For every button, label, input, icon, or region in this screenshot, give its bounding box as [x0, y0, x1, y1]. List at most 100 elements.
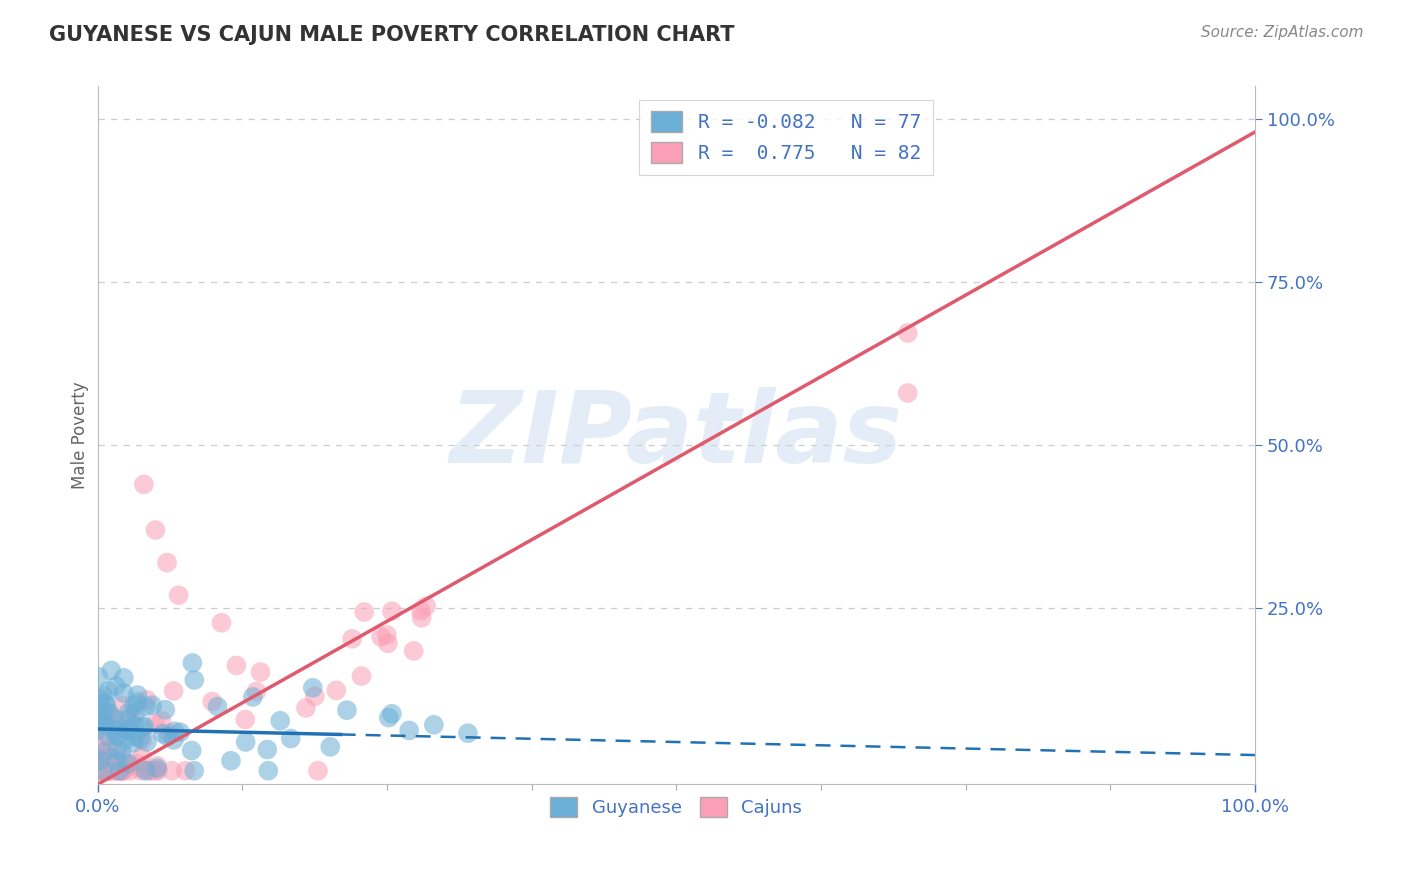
Point [350, 669, 373, 683]
Point [127, 688, 149, 702]
Point [156, 556, 179, 570]
Point [150, 714, 173, 728]
Point [280, 731, 302, 746]
Point [117, 756, 139, 771]
Point [145, 523, 167, 537]
Point [183, 764, 205, 778]
Point [96, 764, 118, 778]
Point [381, 706, 404, 721]
Point [131, 761, 153, 775]
Point [257, 764, 280, 778]
Point [319, 739, 342, 754]
Point [98, 764, 121, 778]
Point [423, 718, 446, 732]
Point [415, 599, 437, 614]
Point [87, 764, 110, 778]
Y-axis label: Male Poverty: Male Poverty [72, 382, 89, 489]
Point [183, 673, 205, 687]
Point [111, 744, 134, 758]
Point [105, 719, 128, 733]
Point [233, 713, 256, 727]
Point [160, 764, 183, 778]
Point [107, 730, 129, 744]
Point [139, 764, 162, 778]
Point [110, 764, 132, 778]
Point [124, 730, 146, 744]
Point [96, 764, 118, 778]
Point [141, 698, 163, 713]
Point [325, 683, 347, 698]
Point [167, 588, 190, 602]
Point [146, 764, 169, 778]
Point [100, 664, 122, 678]
Point [145, 764, 167, 778]
Point [93, 716, 115, 731]
Point [146, 759, 169, 773]
Point [225, 658, 247, 673]
Point [97, 684, 120, 698]
Point [129, 731, 152, 746]
Point [97, 750, 120, 764]
Point [152, 726, 174, 740]
Point [103, 711, 125, 725]
Point [120, 723, 142, 738]
Point [91, 713, 114, 727]
Point [105, 763, 128, 777]
Point [87, 691, 110, 706]
Point [169, 725, 191, 739]
Point [180, 743, 202, 757]
Point [162, 684, 184, 698]
Point [249, 665, 271, 679]
Point [98, 706, 121, 720]
Point [307, 764, 329, 778]
Point [269, 714, 291, 728]
Point [163, 732, 186, 747]
Point [143, 717, 166, 731]
Point [87, 764, 110, 778]
Point [87, 670, 110, 684]
Point [87, 709, 110, 723]
Point [156, 730, 179, 744]
Point [97, 729, 120, 743]
Point [112, 671, 135, 685]
Point [91, 753, 114, 767]
Point [87, 712, 110, 726]
Point [131, 749, 153, 764]
Point [242, 690, 264, 704]
Point [91, 704, 114, 718]
Point [97, 729, 120, 743]
Point [398, 723, 420, 738]
Point [101, 764, 124, 778]
Point [235, 735, 257, 749]
Point [98, 706, 121, 721]
Point [117, 706, 139, 720]
Point [117, 723, 139, 737]
Point [245, 684, 267, 698]
Point [93, 744, 115, 758]
Point [105, 754, 128, 768]
Point [207, 699, 229, 714]
Point [174, 764, 197, 778]
Point [411, 611, 433, 625]
Point [377, 636, 399, 650]
Point [105, 764, 128, 778]
Point [132, 477, 155, 491]
Point [112, 752, 135, 766]
Point [155, 703, 177, 717]
Point [132, 720, 155, 734]
Point [122, 736, 145, 750]
Point [97, 764, 120, 778]
Point [181, 656, 204, 670]
Point [112, 764, 135, 778]
Point [336, 703, 359, 717]
Point [98, 742, 121, 756]
Point [91, 764, 114, 778]
Text: ZIPatlas: ZIPatlas [450, 387, 903, 483]
Point [120, 758, 142, 772]
Point [131, 733, 153, 747]
Point [163, 724, 186, 739]
Point [93, 697, 115, 711]
Point [91, 746, 114, 760]
Point [127, 695, 149, 709]
Point [124, 718, 146, 732]
